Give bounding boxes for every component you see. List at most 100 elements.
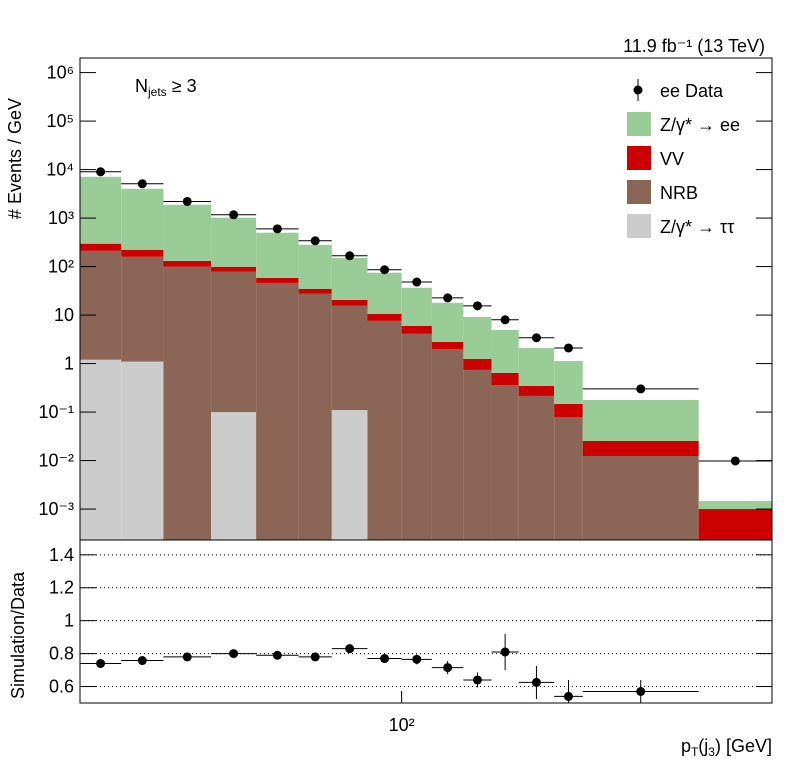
stack-bar xyxy=(256,277,299,283)
frame xyxy=(79,539,773,704)
stack-bar xyxy=(121,361,164,540)
y-tick-label: 10⁻² xyxy=(38,451,74,471)
x-axis-title: pT(j3) [GeV] xyxy=(681,736,772,759)
stack-bar xyxy=(698,501,772,510)
stack-bar xyxy=(518,395,555,540)
stack-bar xyxy=(298,244,332,289)
y-tick-label: 0.6 xyxy=(49,677,74,697)
stack-bar xyxy=(518,347,555,386)
stack-bar xyxy=(331,257,368,300)
ratio-point xyxy=(272,650,282,660)
stack-bar xyxy=(331,305,368,411)
stack-bar xyxy=(431,348,464,540)
lumi: 11.9 fb⁻¹ (13 TeV) xyxy=(623,36,765,56)
stack-bar xyxy=(463,316,492,359)
y-tick-label: 10³ xyxy=(48,208,74,228)
stack-bar xyxy=(431,341,464,349)
x-tick-label: 10² xyxy=(389,715,415,735)
data-point xyxy=(380,265,390,275)
ratio-point xyxy=(96,658,106,668)
stack-bar xyxy=(80,250,122,360)
x-axis-title-part: 3 xyxy=(708,745,715,759)
ratio-point xyxy=(380,654,390,664)
stack-bar xyxy=(80,243,122,251)
stack-bar xyxy=(163,260,212,267)
data-point xyxy=(472,301,482,311)
stack-bar xyxy=(554,417,583,540)
annotation-part: N xyxy=(135,76,148,96)
stack-bar xyxy=(367,320,402,540)
y-axis-title: # Events / GeV xyxy=(5,98,25,219)
ratio-point xyxy=(443,663,453,673)
legend-label: ee Data xyxy=(660,81,724,101)
stack-bar xyxy=(298,288,332,294)
stack-bar xyxy=(431,302,464,342)
x-axis-title-part: p xyxy=(681,736,691,756)
stack-bar xyxy=(491,329,519,373)
x-axis-title-part: T xyxy=(691,745,699,759)
y-tick-label: 1.4 xyxy=(49,545,74,565)
stack-bar xyxy=(211,266,257,272)
ratio-point xyxy=(531,677,541,687)
legend-marker xyxy=(633,85,643,95)
y-tick-label: 10⁻³ xyxy=(38,499,74,519)
stack-bar xyxy=(211,217,257,267)
stack-bar xyxy=(582,399,699,441)
y-axis-title: Simulation/Data xyxy=(8,571,28,699)
stack-bar xyxy=(121,188,164,250)
y-tick-label: 1 xyxy=(64,611,74,631)
stack-bar xyxy=(463,369,492,540)
data-point xyxy=(345,251,355,261)
stack-bar xyxy=(163,266,212,540)
data-point xyxy=(443,293,453,303)
ratio-point xyxy=(137,656,147,666)
legend-label: Z/γ* → ττ xyxy=(660,217,734,237)
data-point xyxy=(500,315,510,325)
ratio-point xyxy=(472,675,482,685)
stack-bar xyxy=(401,325,432,334)
annotation-part: jets xyxy=(147,85,167,99)
stack-bar xyxy=(256,232,299,278)
stack-bar xyxy=(80,176,122,244)
stack-bar xyxy=(256,282,299,540)
y-tick-label: 10⁴ xyxy=(46,160,74,180)
stack-bar xyxy=(491,385,519,540)
ratio-point xyxy=(412,654,422,664)
legend-swatch xyxy=(627,214,651,238)
data-point xyxy=(730,456,740,466)
stack-bar xyxy=(518,385,555,396)
stack-bar xyxy=(121,249,164,257)
stack-bar xyxy=(298,293,332,540)
y-tick-label: 10 xyxy=(54,305,74,325)
stack-bar xyxy=(331,410,368,540)
data-point xyxy=(229,210,239,220)
ratio-point xyxy=(636,686,646,696)
stack-bar xyxy=(401,333,432,540)
ratio-point xyxy=(229,649,239,659)
data-point xyxy=(137,179,147,189)
stack-bar xyxy=(163,204,212,261)
stack-bar xyxy=(331,299,368,306)
ratio-point xyxy=(563,691,573,701)
stack-bar xyxy=(463,358,492,370)
y-tick-label: 1 xyxy=(64,354,74,374)
x-axis-title-part: ) [GeV] xyxy=(715,736,772,756)
legend-swatch xyxy=(627,180,651,204)
legend-label: NRB xyxy=(660,183,698,203)
stack-bar xyxy=(367,272,402,314)
data-point xyxy=(412,277,422,287)
annotation-part: ≥ 3 xyxy=(167,76,197,96)
ratio-point xyxy=(310,652,320,662)
ratio-point xyxy=(500,647,510,657)
data-point xyxy=(531,333,541,343)
stack-bar xyxy=(121,256,164,362)
data-point xyxy=(310,236,320,246)
y-tick-label: 1.2 xyxy=(49,578,74,598)
ratio-point xyxy=(182,652,192,662)
stack-bar xyxy=(491,372,519,386)
data-point xyxy=(272,224,282,234)
y-tick-label: 10⁶ xyxy=(47,63,74,83)
data-point xyxy=(96,167,106,177)
legend-swatch xyxy=(627,112,651,136)
